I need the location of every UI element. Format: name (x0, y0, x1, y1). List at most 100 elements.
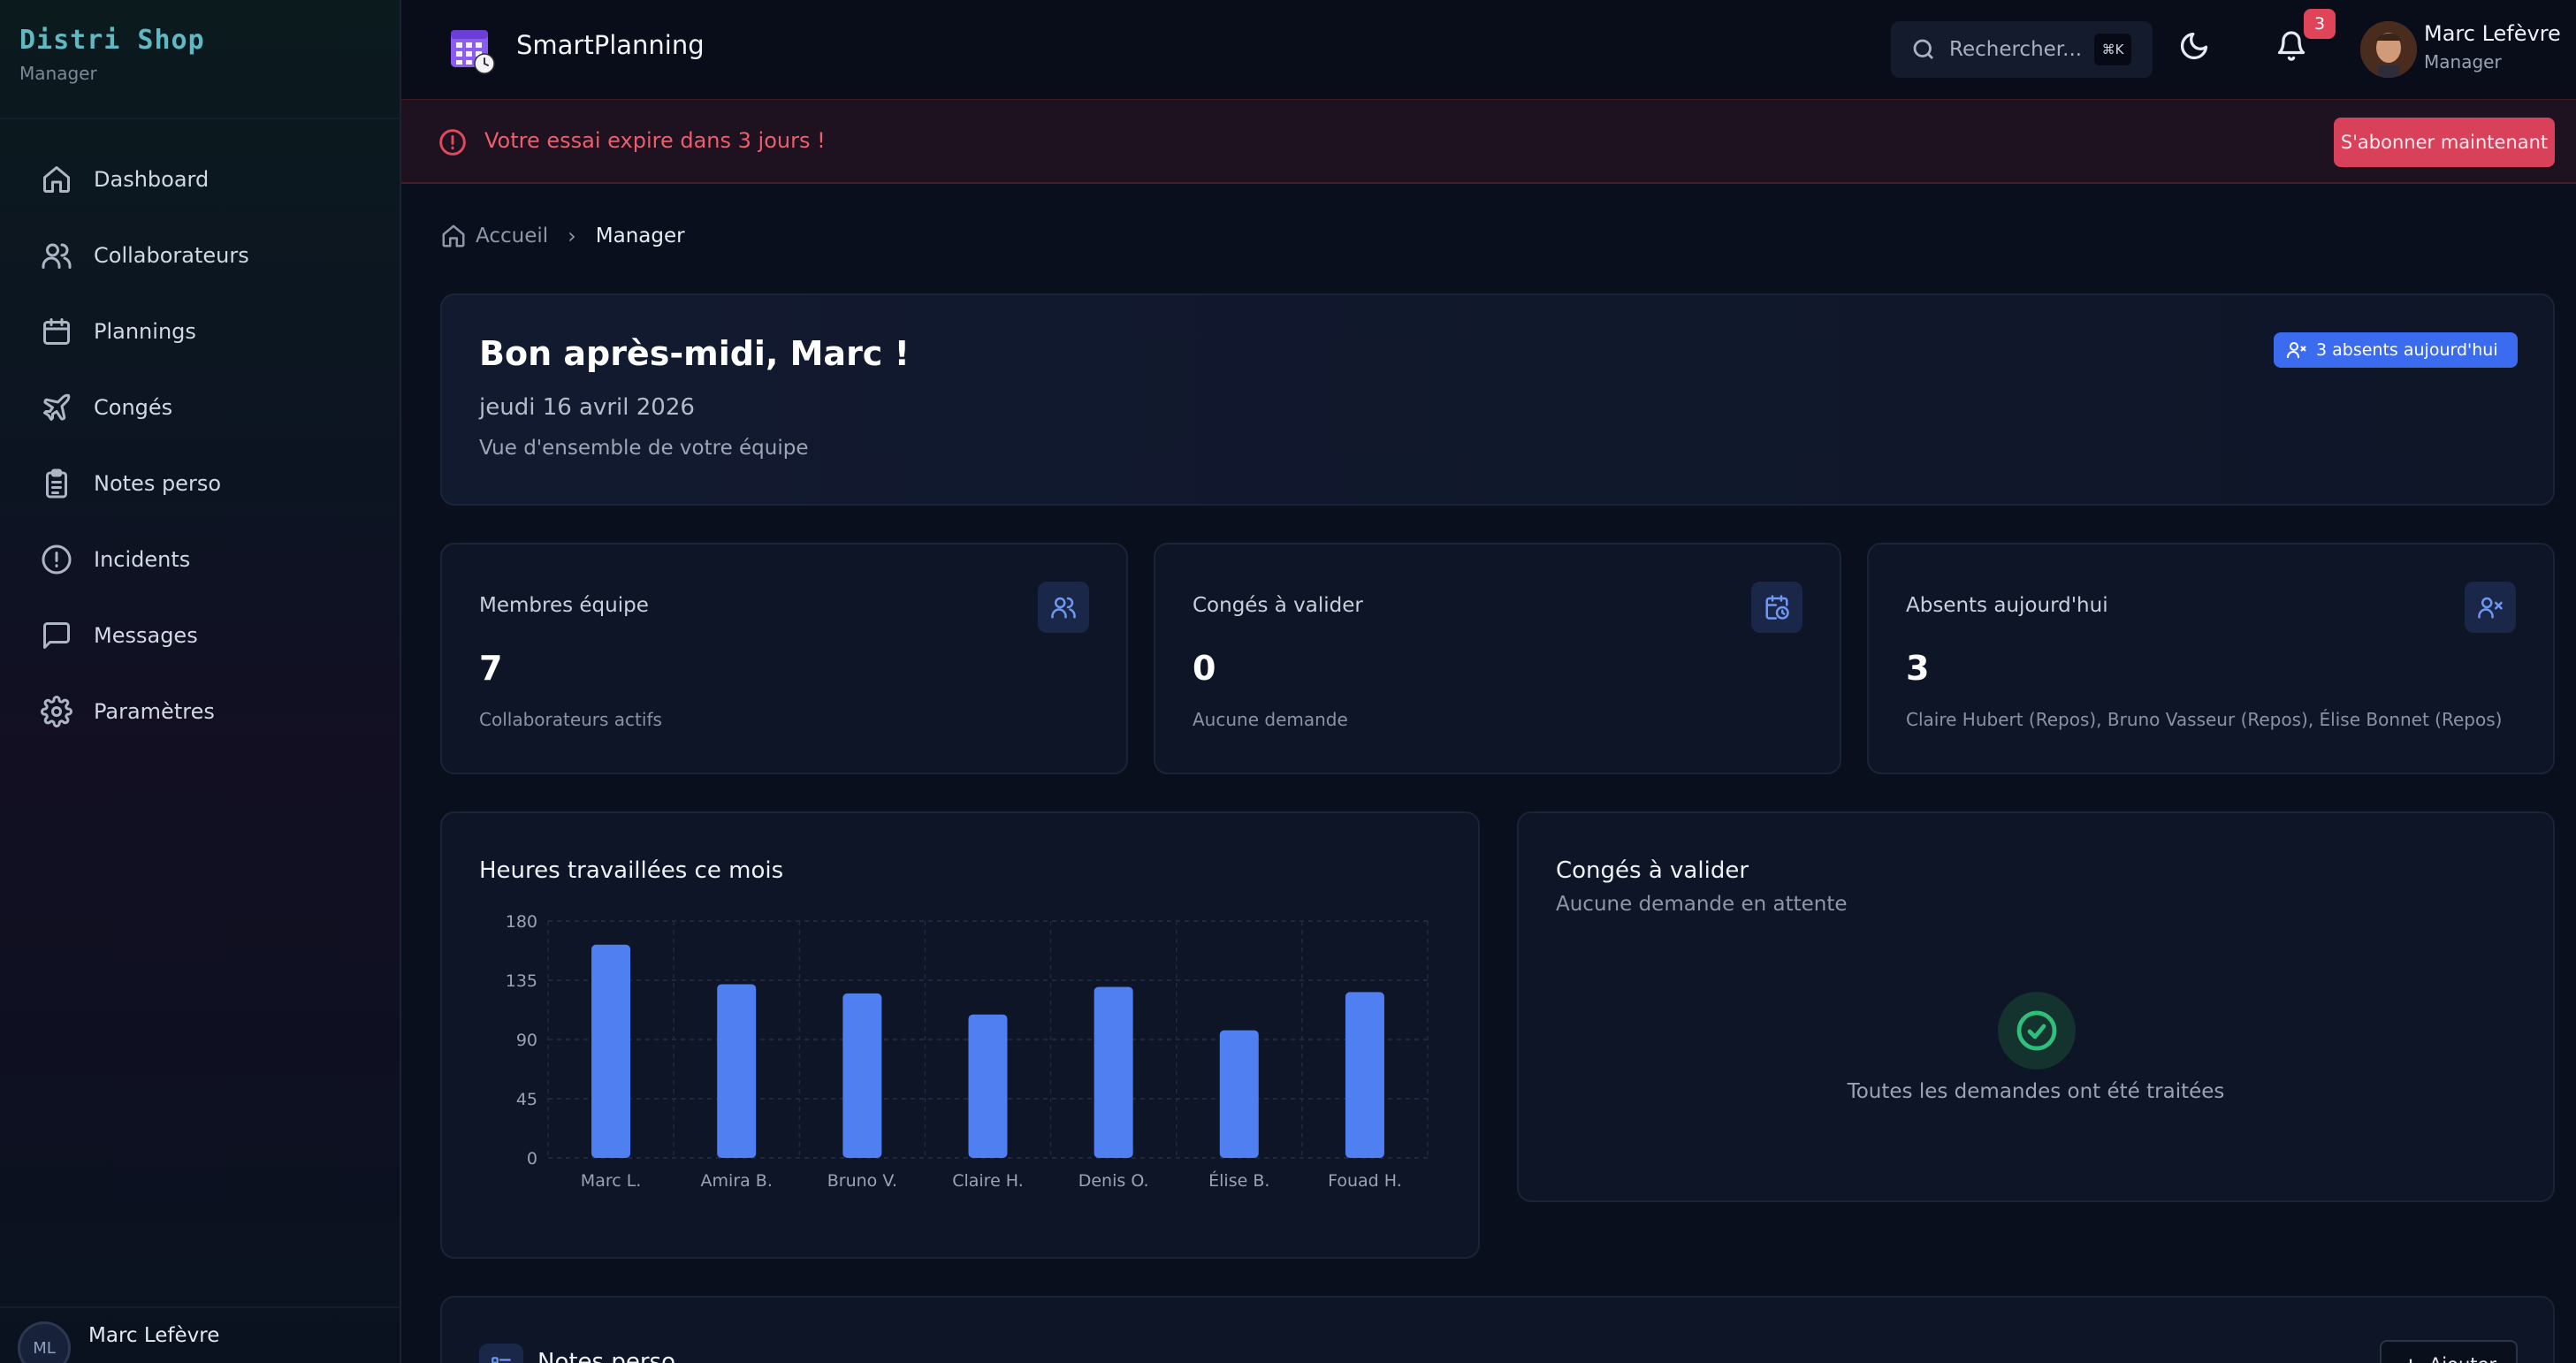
stat-icon-box (1038, 582, 1089, 633)
moon-icon (2178, 30, 2210, 62)
hours-bar-chart: 0 45 90 135 180 Marc L. Amira B. Bruno V. Claire… (477, 902, 1450, 1220)
sidebar-item-conges[interactable]: Congés (0, 369, 400, 445)
alert-circle-icon (41, 544, 72, 575)
notes-title: Notes perso (537, 1349, 675, 1363)
sidebar-item-incidents[interactable]: Incidents (0, 522, 400, 598)
x-tick-label: Amira B. (701, 1171, 773, 1191)
sidebar-item-label: Plannings (94, 319, 196, 344)
stat-label: Membres équipe (479, 594, 649, 617)
sidebar-item-label: Notes perso (94, 471, 221, 496)
plane-icon (41, 392, 72, 423)
page-title: Bon après-midi, Marc ! (479, 334, 910, 373)
bar (842, 994, 881, 1158)
page-subtitle: Vue d'ensemble de votre équipe (479, 437, 809, 460)
bar (591, 945, 630, 1158)
brand-role: Manager (19, 63, 205, 84)
stat-card-absent: Absents aujourd'hui 3 Claire Hubert (Rep… (1867, 543, 2555, 774)
notes-card: Notes perso Ajouter (440, 1296, 2555, 1363)
avatar: ML (18, 1321, 71, 1363)
absent-today-badge[interactable]: 3 absents aujourd'hui (2274, 332, 2518, 368)
trial-banner: Votre essai expire dans 3 jours ! S'abon… (401, 99, 2576, 184)
brand: Distri Shop Manager (19, 25, 205, 84)
bar (1094, 986, 1133, 1158)
subscribe-button[interactable]: S'abonner maintenant (2334, 118, 2555, 167)
list-icon (490, 1354, 513, 1363)
sidebar-item-label: Dashboard (94, 167, 209, 192)
breadcrumb-home[interactable]: Accueil (476, 225, 548, 247)
add-note-label: Ajouter (2429, 1354, 2496, 1363)
message-icon (41, 620, 72, 651)
trial-message: Votre essai expire dans 3 jours ! (484, 128, 826, 153)
theme-toggle-button[interactable] (2178, 30, 2217, 69)
bar (717, 984, 756, 1158)
bar (1345, 992, 1384, 1158)
user-x-icon (2286, 339, 2307, 361)
empty-state-text: Toutes les demandes ont été traitées (1519, 1080, 2553, 1103)
sidebar-item-collaborateurs[interactable]: Collaborateurs (0, 217, 400, 293)
stat-label: Absents aujourd'hui (1906, 594, 2108, 617)
home-icon (41, 164, 72, 195)
search-placeholder: Rechercher... (1949, 38, 2082, 61)
x-tick-label: Claire H. (952, 1171, 1024, 1191)
stat-icon-box (2465, 582, 2516, 633)
sidebar-user-name: Marc Lefèvre (88, 1324, 219, 1347)
search-input[interactable]: Rechercher... ⌘K (1891, 21, 2153, 78)
check-icon (2016, 1009, 2058, 1052)
sidebar-item-messages[interactable]: Messages (0, 598, 400, 674)
y-tick-label: 135 (506, 971, 537, 991)
users-icon (1050, 594, 1077, 621)
pending-leaves-card: Congés à valider Aucune demande en atten… (1517, 811, 2555, 1202)
calendar-icon (41, 316, 72, 347)
stat-card-leave-pending: Congés à valider 0 Aucune demande (1154, 543, 1841, 774)
breadcrumb-current: Manager (596, 225, 685, 247)
app-title: SmartPlanning (516, 30, 705, 60)
y-tick-label: 45 (516, 1090, 537, 1109)
chart-title: Heures travaillées ce mois (479, 857, 783, 884)
x-tick-label: Élise B. (1208, 1170, 1269, 1191)
sidebar-user[interactable]: ML Marc Lefèvre (0, 1306, 400, 1363)
stat-value: 0 (1193, 649, 1216, 688)
sidebar-item-dashboard[interactable]: Dashboard (0, 141, 400, 217)
sidebar-item-parametres[interactable]: Paramètres (0, 674, 400, 750)
add-note-button[interactable]: Ajouter (2380, 1340, 2518, 1363)
sidebar-item-label: Messages (94, 623, 198, 648)
topbar: SmartPlanning Rechercher... ⌘K 3 Marc Le… (401, 0, 2576, 99)
gear-icon (41, 696, 72, 727)
sidebar-item-notes-perso[interactable]: Notes perso (0, 445, 400, 522)
home-icon[interactable] (440, 223, 467, 249)
breadcrumb: Accueil › Manager (440, 223, 685, 249)
stat-subtext: Aucune demande (1193, 709, 1348, 730)
sidebar-item-label: Incidents (94, 547, 190, 572)
sidebar-item-plannings[interactable]: Plannings (0, 293, 400, 369)
current-date: jeudi 16 avril 2026 (479, 394, 695, 421)
sidebar-item-label: Paramètres (94, 699, 215, 724)
plus-icon (2401, 1355, 2420, 1363)
pending-subtitle: Aucune demande en attente (1556, 893, 1848, 916)
user-name[interactable]: Marc Lefèvre (2424, 21, 2561, 46)
user-avatar[interactable] (2360, 21, 2417, 78)
brand-name: Distri Shop (19, 25, 205, 56)
x-tick-label: Marc L. (581, 1171, 642, 1191)
y-tick-label: 180 (506, 912, 537, 932)
y-tick-label: 90 (516, 1031, 537, 1050)
search-icon (1910, 36, 1937, 63)
stat-icon-box (1751, 582, 1802, 633)
stat-card-team: Membres équipe 7 Collaborateurs actifs (440, 543, 1128, 774)
bar (1220, 1031, 1259, 1158)
y-tick-label: 0 (527, 1149, 537, 1169)
stat-value: 3 (1906, 649, 1929, 688)
users-icon (41, 240, 72, 271)
welcome-card: Bon après-midi, Marc ! jeudi 16 avril 20… (440, 293, 2555, 506)
user-x-icon (2477, 594, 2504, 621)
calendar-clock-icon (1764, 594, 1790, 621)
sidebar-nav: Dashboard Collaborateurs Plannings Congé… (0, 141, 400, 750)
x-tick-label: Denis O. (1078, 1171, 1149, 1191)
x-tick-label: Fouad H. (1328, 1171, 1402, 1191)
check-circle-icon (1998, 992, 2076, 1070)
sidebar: Distri Shop Manager Dashboard Collaborat… (0, 0, 401, 1363)
notes-icon-box (479, 1344, 523, 1363)
search-shortcut: ⌘K (2094, 34, 2131, 65)
app-logo-icon (449, 25, 495, 74)
chevron-right-icon: › (568, 224, 576, 248)
user-role: Manager (2424, 51, 2502, 72)
